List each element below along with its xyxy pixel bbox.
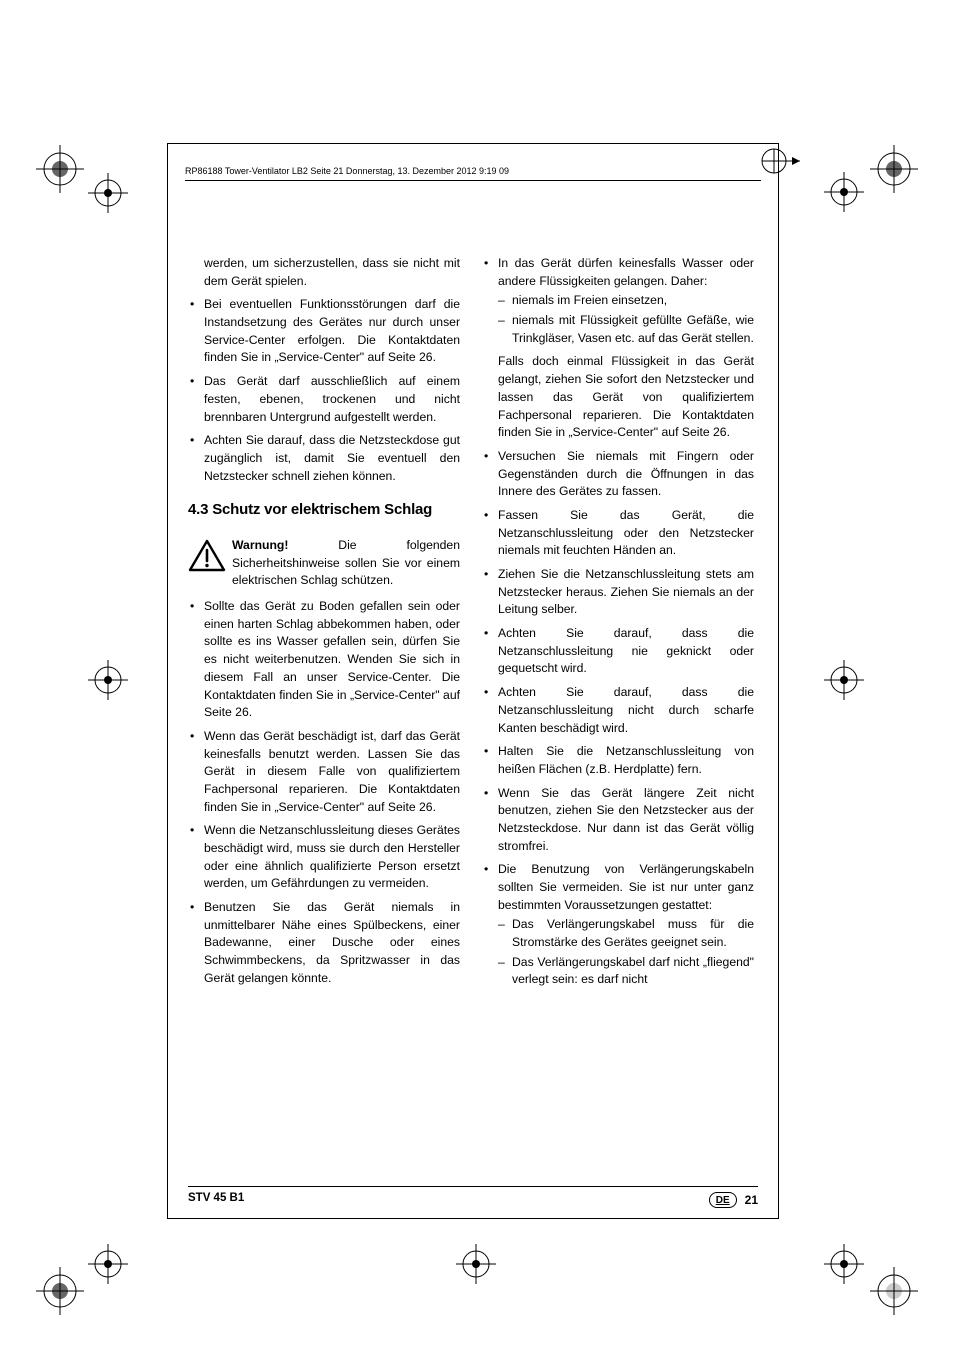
bullet-item: Versuchen Sie niemals mit Fingern oder G… <box>482 448 754 501</box>
sub-bullet-item: Das Verlängerungskabel muss für die Stro… <box>498 916 754 951</box>
warning-icon <box>188 539 226 573</box>
crop-mark-bot-right-2 <box>870 1267 918 1315</box>
bullet-item: Das Gerät darf ausschließlich auf einem … <box>188 373 460 426</box>
crop-mark-bot-center <box>456 1244 504 1292</box>
bullet-item: Ziehen Sie die Netzanschlussleitung stet… <box>482 566 754 619</box>
section-heading: 4.3 Schutz vor elektrischem Schlag <box>188 499 460 521</box>
bullet-item: Wenn das Gerät beschädigt ist, darf das … <box>188 728 460 816</box>
bullet-item: Bei eventuellen Funktionsstörungen darf … <box>188 296 460 367</box>
crop-mark-bot-left-2 <box>88 1244 136 1292</box>
sub-bullet-item: niemals im Freien einsetzen, <box>498 292 754 310</box>
para-continuation: werden, um sicherzustellen, dass sie nic… <box>188 255 460 290</box>
crop-mark-top-left-1 <box>36 145 84 193</box>
bullet-item: Wenn die Netzanschlussleitung dieses Ger… <box>188 822 460 893</box>
column-left: werden, um sicherzustellen, dass sie nic… <box>188 255 460 995</box>
bullet-item: Wenn Sie das Gerät längere Zeit nicht be… <box>482 785 754 856</box>
bullet-item: In das Gerät dürfen keinesfalls Wasser o… <box>482 255 754 347</box>
footer-model: STV 45 B1 <box>188 1192 244 1204</box>
para-after-sublist: Falls doch einmal Flüssigkeit in das Ger… <box>498 353 754 441</box>
bullet-item: Achten Sie darauf, dass die Netzsteckdos… <box>188 432 460 485</box>
header-meta: RP86188 Tower-Ventilator LB2 Seite 21 Do… <box>185 166 509 176</box>
footer-right: DE 21 <box>709 1192 758 1208</box>
sub-bullet-item: Das Verlängerungskabel darf nicht „flieg… <box>498 954 754 989</box>
sub-bullet-item: niemals mit Flüssigkeit gefüllte Gefäße,… <box>498 312 754 347</box>
bullet-item: Achten Sie darauf, dass die Netzanschlus… <box>482 625 754 678</box>
bullet-item: Fassen Sie das Gerät, die Netzanschlussl… <box>482 507 754 560</box>
bullet-item: Halten Sie die Netzanschlussleitung von … <box>482 743 754 778</box>
crop-mark-top-right-1 <box>824 172 872 220</box>
page-number: 21 <box>745 1193 758 1207</box>
footer-rule <box>188 1186 758 1187</box>
crop-mark-mid-left <box>88 660 136 708</box>
bullet-item: Achten Sie darauf, dass die Netzanschlus… <box>482 684 754 737</box>
warning-block: Warnung! Die folgenden Sicherheitshinwei… <box>188 537 460 590</box>
crop-mark-top-right-2 <box>870 145 918 193</box>
bullet-item: Sollte das Gerät zu Boden gefallen sein … <box>188 598 460 722</box>
crop-mark-bot-left-1 <box>36 1267 84 1315</box>
crop-mark-top-left-2 <box>88 173 136 221</box>
bullet-item: Die Benutzung von Verlängerungskabeln so… <box>482 861 754 989</box>
column-right: In das Gerät dürfen keinesfalls Wasser o… <box>482 255 754 995</box>
content-columns: werden, um sicherzustellen, dass sie nic… <box>188 255 758 995</box>
language-badge: DE <box>709 1192 737 1208</box>
bullet-item: Benutzen Sie das Gerät niemals in unmitt… <box>188 899 460 987</box>
crop-mark-bot-right-1 <box>824 1244 872 1292</box>
crop-mark-mid-right <box>824 660 872 708</box>
header-rule <box>185 180 761 181</box>
warning-text: Warnung! Die folgenden Sicherheitshinwei… <box>232 537 460 590</box>
